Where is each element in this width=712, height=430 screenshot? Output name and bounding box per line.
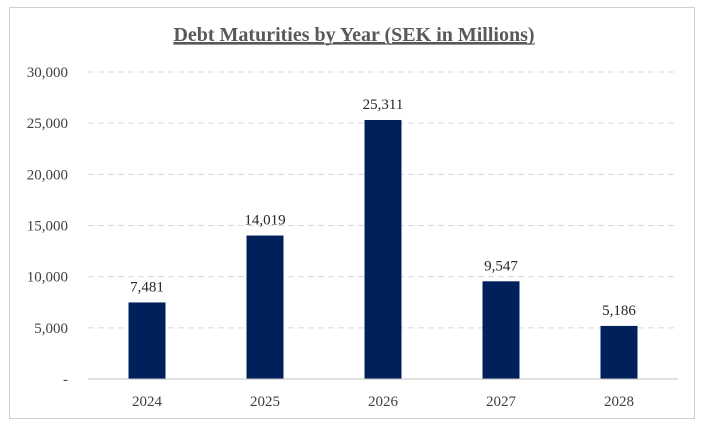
- data-label-2026: 25,311: [363, 97, 404, 113]
- x-tick-label-2025: 2025: [250, 394, 280, 410]
- bar-2024: [128, 302, 166, 379]
- x-tick-label-2024: 2024: [132, 394, 163, 410]
- x-axis-tick-labels: 2024 2025 2026 2027 2028: [132, 394, 634, 410]
- chart-frame: [9, 7, 695, 419]
- y-tick-label: 25,000: [27, 116, 68, 132]
- x-tick-label-2028: 2028: [604, 394, 634, 410]
- bar-2025: [246, 235, 284, 379]
- bar-2027: [482, 281, 520, 379]
- data-label-2027: 9,547: [484, 258, 518, 274]
- data-label-2028: 5,186: [602, 303, 636, 319]
- data-label-2024: 7,481: [130, 279, 164, 295]
- bar-2028: [600, 325, 638, 379]
- y-tick-label: 5,000: [34, 321, 68, 337]
- bar-2026: [364, 119, 402, 379]
- y-tick-label: 30,000: [27, 65, 68, 81]
- bars: [128, 119, 638, 379]
- y-tick-label: 10,000: [27, 270, 68, 286]
- y-tick-label: -: [63, 372, 68, 388]
- data-labels: 7,481 14,019 25,311 9,547 5,186: [130, 97, 636, 319]
- x-tick-label-2026: 2026: [368, 394, 399, 410]
- y-tick-label: 15,000: [27, 219, 68, 235]
- chart-title: Debt Maturities by Year (SEK in Millions…: [173, 24, 534, 46]
- y-tick-label: 20,000: [27, 167, 68, 183]
- y-axis-tick-labels: - 5,000 10,000 15,000 20,000 25,000 30,000: [27, 65, 68, 388]
- x-tick-label-2027: 2027: [486, 394, 517, 410]
- data-label-2025: 14,019: [244, 213, 285, 229]
